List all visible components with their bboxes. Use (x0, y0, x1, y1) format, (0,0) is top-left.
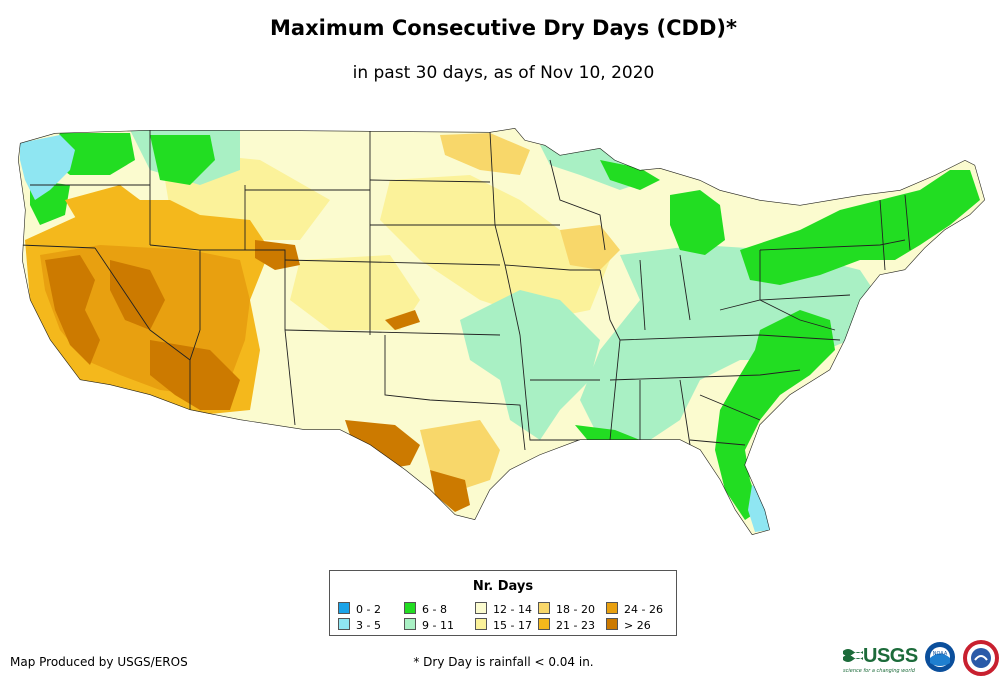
legend-swatch (606, 602, 618, 614)
noaa-logo: NOAA (925, 642, 955, 672)
region-6-8-michigan (670, 190, 725, 255)
legend-label: 12 - 14 (493, 603, 532, 616)
region-gt26-colorado (255, 240, 300, 270)
map-subtitle: in past 30 days, as of Nov 10, 2020 (352, 63, 655, 83)
legend-label: 18 - 20 (556, 603, 595, 616)
legend-swatch (338, 602, 350, 614)
usgs-logo: USGS science for a changing world (843, 641, 918, 674)
nws-logo (963, 640, 999, 676)
legend-label: > 26 (624, 619, 651, 632)
legend-label: 24 - 26 (624, 603, 663, 616)
legend-label: 21 - 23 (556, 619, 595, 632)
legend-item: 15 - 17 (475, 618, 532, 632)
legend-item: 9 - 11 (404, 618, 454, 632)
region-18-20-iowa (560, 225, 620, 270)
region-3-5-pacific-nw (20, 135, 75, 200)
legend-title: Nr. Days (472, 579, 534, 594)
cdd-map (18, 128, 985, 535)
region-6-8-minnesota-wisconsin (600, 160, 660, 190)
legend-item: 3 - 5 (338, 618, 381, 632)
region-21-23-pacific (65, 185, 140, 225)
region-gt26-south-texas (430, 470, 470, 512)
region-15-17-plains (380, 175, 610, 320)
legend-swatch (475, 618, 487, 630)
legend-swatch (475, 602, 487, 614)
noaa-text: NOAA (933, 651, 948, 657)
legend-item: 6 - 8 (404, 602, 447, 616)
legend-label: 3 - 5 (356, 619, 381, 632)
region-gt26-kansas (385, 310, 420, 330)
legend-item: > 26 (606, 618, 651, 632)
legend-label: 0 - 2 (356, 603, 381, 616)
map-title: Maximum Consecutive Dry Days (CDD)* (270, 16, 737, 40)
legend-swatch (404, 602, 416, 614)
region-gt26-west-texas (345, 420, 420, 470)
usgs-wave-icon (843, 649, 863, 662)
region-15-17-central (290, 255, 420, 330)
legend-item: 0 - 2 (338, 602, 381, 616)
legend-item: 21 - 23 (538, 618, 595, 632)
legend-swatch (404, 618, 416, 630)
region-9-11-east (580, 245, 880, 440)
legend-label: 9 - 11 (422, 619, 454, 632)
legend-item: 24 - 26 (606, 602, 663, 616)
map-footnote: * Dry Day is rainfall < 0.04 in. (413, 655, 594, 669)
legend-item: 12 - 14 (475, 602, 532, 616)
legend-label: 6 - 8 (422, 603, 447, 616)
legend-swatch (538, 618, 550, 630)
region-gt26-california (45, 255, 100, 365)
legend-item: 18 - 20 (538, 602, 595, 616)
region-gt26-nevada (110, 260, 165, 330)
usgs-tagline: science for a changing world (843, 668, 915, 674)
legend-label: 15 - 17 (493, 619, 532, 632)
legend-swatch (606, 618, 618, 630)
legend-swatch (338, 618, 350, 630)
region-18-20-texas (420, 420, 500, 490)
map-credit: Map Produced by USGS/EROS (10, 655, 188, 669)
map-legend: Nr. Days 0 - 2 3 - 5 6 - 8 9 - 11 12 - 14 15 … (329, 570, 677, 636)
region-9-11-southplains (460, 290, 600, 440)
usgs-wordmark: USGS (863, 644, 918, 667)
region-6-8-idaho (150, 135, 215, 185)
region-18-20-dakotas (440, 133, 530, 175)
region-6-8-southeast (715, 310, 835, 520)
state-borders (19, 130, 911, 451)
legend-swatch (538, 602, 550, 614)
region-6-8-northeast (740, 170, 980, 285)
region-gt26-arizona (150, 340, 240, 410)
